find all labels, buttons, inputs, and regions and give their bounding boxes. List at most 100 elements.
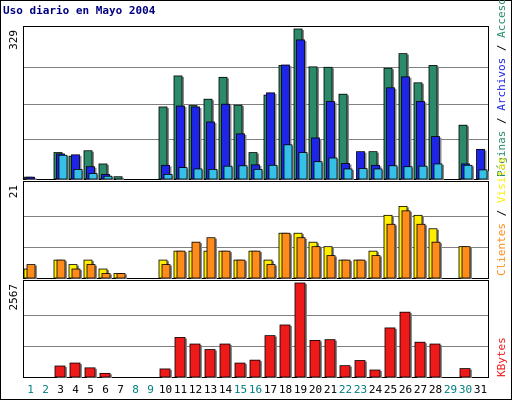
day-label-18: 18 bbox=[279, 383, 292, 396]
bar-p3-s1-day4 bbox=[69, 362, 81, 378]
legend-2-part-3: Visitas bbox=[495, 157, 508, 203]
bar-p1-s3-day14 bbox=[223, 165, 233, 180]
axis-max-label-3: 2567 bbox=[7, 284, 20, 311]
day-label-1: 1 bbox=[27, 383, 34, 396]
bar-p3-s1-day21 bbox=[324, 339, 336, 378]
bar-p3-s1-day25 bbox=[384, 327, 396, 378]
legend-3-part-1: KBytes bbox=[495, 337, 508, 377]
day-label-15: 15 bbox=[234, 383, 247, 396]
bar-p2-s2-day4 bbox=[71, 268, 81, 279]
bar-p1-s3-day30 bbox=[463, 164, 473, 180]
bar-p3-s1-day24 bbox=[369, 369, 381, 378]
bar-p3-s1-day15 bbox=[234, 362, 246, 378]
day-label-28: 28 bbox=[429, 383, 442, 396]
day-label-8: 8 bbox=[132, 383, 139, 396]
day-label-23: 23 bbox=[354, 383, 367, 396]
bar-p1-s3-day11 bbox=[178, 167, 188, 180]
bar-p1-s3-day31 bbox=[478, 169, 488, 180]
bar-p1-s3-day13 bbox=[208, 169, 218, 180]
day-label-3: 3 bbox=[57, 383, 64, 396]
bar-p1-s3-day10 bbox=[163, 174, 173, 180]
bar-p1-s3-day6 bbox=[103, 175, 113, 180]
bar-p2-s2-day14 bbox=[221, 250, 231, 279]
bar-p2-s2-day25 bbox=[386, 223, 396, 279]
bar-p3-s1-day23 bbox=[354, 360, 366, 378]
bar-p3-s1-day19 bbox=[294, 282, 306, 378]
bar-p2-s2-day16 bbox=[251, 250, 261, 279]
bar-p2-s2-day20 bbox=[311, 246, 321, 279]
day-label-7: 7 bbox=[117, 383, 124, 396]
day-label-17: 17 bbox=[264, 383, 277, 396]
bar-p2-s2-day12 bbox=[191, 241, 201, 279]
legend-1-part-1: Páginas bbox=[495, 131, 508, 177]
bar-p1-s3-day19 bbox=[298, 152, 308, 180]
chart-title: Uso diario en Mayo 2004 bbox=[3, 4, 156, 17]
bar-p1-s2-day12 bbox=[191, 106, 200, 180]
day-label-30: 30 bbox=[459, 383, 472, 396]
day-label-26: 26 bbox=[399, 383, 412, 396]
bar-p2-s2-day24 bbox=[371, 255, 381, 279]
bar-p2-s2-day22 bbox=[341, 259, 351, 279]
bar-p1-s3-day16 bbox=[253, 169, 263, 180]
bar-p2-s2-day28 bbox=[431, 241, 441, 279]
day-label-6: 6 bbox=[102, 383, 109, 396]
day-label-9: 9 bbox=[147, 383, 154, 396]
bar-p3-s1-day28 bbox=[429, 343, 441, 378]
bar-p2-s2-day11 bbox=[176, 250, 186, 279]
day-label-19: 19 bbox=[294, 383, 307, 396]
day-label-22: 22 bbox=[339, 383, 352, 396]
bar-p2-s2-day13 bbox=[206, 237, 216, 279]
bar-p3-s1-day26 bbox=[399, 311, 411, 378]
bar-p3-s1-day6 bbox=[99, 372, 111, 378]
bar-p3-s1-day17 bbox=[264, 335, 276, 378]
day-label-5: 5 bbox=[87, 383, 94, 396]
bar-p1-s2-day25 bbox=[386, 87, 395, 180]
day-label-10: 10 bbox=[159, 383, 172, 396]
bar-p1-s3-day18 bbox=[283, 144, 293, 180]
bar-p3-s1-day18 bbox=[279, 324, 291, 378]
bar-p2-s2-day17 bbox=[266, 264, 276, 279]
legend-1-part-5: Accesos bbox=[495, 0, 508, 38]
day-label-13: 13 bbox=[204, 383, 217, 396]
bar-p3-s1-day11 bbox=[174, 337, 186, 378]
bar-p2-s2-day3 bbox=[56, 259, 66, 279]
day-label-25: 25 bbox=[384, 383, 397, 396]
bar-p1-s3-day12 bbox=[193, 168, 203, 180]
bar-p1-s2-day1 bbox=[26, 176, 35, 180]
bar-p2-s2-day23 bbox=[356, 259, 366, 279]
axis-max-label-2: 21 bbox=[7, 185, 20, 198]
bar-p1-s3-day24 bbox=[373, 168, 383, 180]
bar-p3-s1-day3 bbox=[54, 365, 66, 378]
legend-2-part-2: / bbox=[495, 203, 508, 223]
bar-p3-s1-day27 bbox=[414, 341, 426, 378]
bar-p1-s2-day26 bbox=[401, 76, 410, 180]
bar-p1-s3-day17 bbox=[268, 164, 278, 180]
bar-p1-s3-day15 bbox=[238, 165, 248, 180]
day-label-2: 2 bbox=[42, 383, 49, 396]
bar-p1-s3-day20 bbox=[313, 161, 323, 180]
bar-p1-s3-day28 bbox=[433, 163, 443, 180]
legend-1-part-3: Archivos bbox=[495, 58, 508, 111]
bar-p3-s1-day13 bbox=[204, 349, 216, 378]
day-label-4: 4 bbox=[72, 383, 79, 396]
bar-p2-s2-day10 bbox=[161, 264, 171, 279]
bar-p1-s3-day5 bbox=[88, 173, 98, 180]
bar-p1-s3-day4 bbox=[73, 169, 83, 180]
day-label-14: 14 bbox=[219, 383, 233, 396]
bar-p3-s1-day10 bbox=[159, 368, 171, 378]
bar-p3-s1-day22 bbox=[339, 365, 351, 378]
legend-1-part-4: / bbox=[495, 38, 508, 58]
bar-p2-s2-day26 bbox=[401, 210, 411, 279]
bar-p2-s2-day7 bbox=[116, 273, 126, 279]
bar-p1-s3-day3 bbox=[58, 154, 68, 180]
bar-p1-s1-day7 bbox=[113, 176, 123, 180]
day-label-24: 24 bbox=[369, 383, 383, 396]
day-label-21: 21 bbox=[324, 383, 337, 396]
bar-p3-s1-day12 bbox=[189, 343, 201, 378]
bar-p1-s3-day22 bbox=[343, 168, 353, 180]
bar-p2-s2-day18 bbox=[281, 232, 291, 279]
bar-p2-s2-day15 bbox=[236, 259, 246, 279]
bar-p1-s3-day27 bbox=[418, 165, 428, 180]
bar-p1-s3-day23 bbox=[358, 168, 368, 180]
legend-2: Clientes / Visitas bbox=[495, 157, 508, 276]
